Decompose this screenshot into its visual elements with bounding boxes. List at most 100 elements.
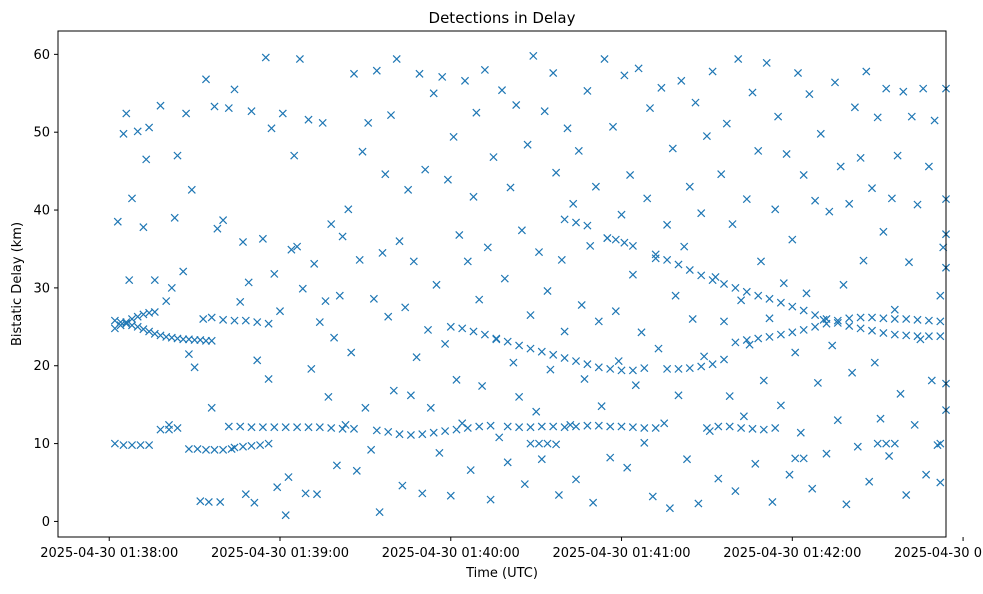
data-point: [571, 218, 581, 227]
data-point: [552, 168, 561, 177]
data-point: [529, 51, 538, 60]
data-point: [219, 445, 228, 454]
data-point: [913, 315, 922, 324]
data-point: [936, 317, 945, 326]
data-point: [879, 314, 888, 323]
data-point: [497, 86, 507, 95]
data-point: [776, 330, 785, 339]
data-point: [136, 441, 145, 450]
data-point: [856, 324, 865, 333]
data-point: [267, 124, 276, 133]
data-point: [270, 269, 279, 278]
data-point: [682, 455, 692, 464]
data-point: [620, 71, 629, 80]
data-point: [145, 441, 154, 450]
data-point: [899, 87, 908, 96]
data-point: [415, 69, 424, 78]
x-axis: 2025-04-30 01:38:00 2025-04-30 01:39:00 20…: [40, 537, 983, 561]
data-point: [230, 443, 239, 452]
data-point: [902, 314, 911, 324]
data-point: [116, 321, 125, 330]
data-point: [352, 466, 361, 475]
data-point: [210, 102, 219, 111]
data-point: [887, 194, 896, 203]
data-point: [811, 196, 820, 205]
data-point: [432, 280, 441, 289]
data-point: [170, 213, 179, 222]
data-point: [526, 439, 535, 448]
data-point: [785, 470, 794, 479]
data-point: [327, 423, 336, 433]
data-point: [207, 313, 216, 322]
data-point: [603, 234, 612, 243]
data-point: [677, 76, 686, 85]
data-point: [685, 182, 694, 191]
data-point: [594, 421, 603, 430]
data-point: [833, 416, 842, 425]
data-point: [560, 215, 569, 224]
data-point: [395, 430, 404, 439]
data-point: [873, 439, 882, 448]
data-point: [332, 461, 341, 470]
data-point: [486, 495, 495, 504]
data-point: [480, 65, 489, 74]
data-point: [623, 463, 632, 472]
data-point: [406, 430, 415, 440]
data-point: [495, 433, 504, 442]
data-point: [640, 438, 649, 447]
data-point: [127, 321, 137, 330]
data-point: [819, 315, 828, 324]
data-point: [145, 327, 154, 336]
data-point: [480, 330, 489, 339]
data-point: [617, 366, 626, 375]
data-point: [384, 427, 393, 436]
data-point: [199, 314, 208, 324]
data-point: [122, 318, 131, 327]
data-point: [193, 444, 202, 454]
data-point: [515, 392, 524, 401]
data-point: [634, 64, 643, 73]
data-point: [418, 430, 427, 439]
data-point: [566, 420, 575, 429]
data-point: [119, 129, 128, 138]
data-point: [924, 332, 933, 341]
data-point: [307, 364, 316, 373]
data-point: [537, 347, 546, 356]
data-point: [822, 319, 831, 328]
data-point: [460, 76, 470, 85]
data-point: [822, 449, 831, 458]
plot-area: [57, 30, 947, 538]
data-point: [571, 422, 581, 431]
data-point: [184, 350, 193, 359]
data-point: [776, 298, 785, 307]
data-point: [438, 72, 447, 81]
y-tick-label: 30: [33, 281, 50, 296]
data-point: [238, 237, 248, 247]
data-point: [569, 199, 578, 208]
data-point: [503, 422, 512, 431]
data-point: [156, 425, 165, 434]
data-point: [142, 155, 151, 164]
data-point: [759, 376, 768, 385]
y-tick-label: 50: [33, 126, 50, 141]
data-point: [315, 423, 324, 432]
data-point: [543, 439, 552, 448]
data-point: [640, 364, 649, 373]
data-point: [113, 217, 122, 226]
data-point: [489, 153, 498, 162]
data-point: [719, 355, 729, 364]
data-point: [310, 259, 319, 268]
data-point: [586, 241, 595, 250]
data-point: [885, 451, 894, 461]
data-point: [119, 441, 128, 450]
data-point: [776, 401, 785, 410]
data-point: [648, 492, 657, 501]
data-point: [253, 318, 262, 327]
data-point: [469, 192, 478, 201]
data-point: [825, 207, 834, 216]
data-point: [904, 258, 914, 267]
data-point: [401, 303, 410, 312]
data-point: [409, 257, 418, 266]
